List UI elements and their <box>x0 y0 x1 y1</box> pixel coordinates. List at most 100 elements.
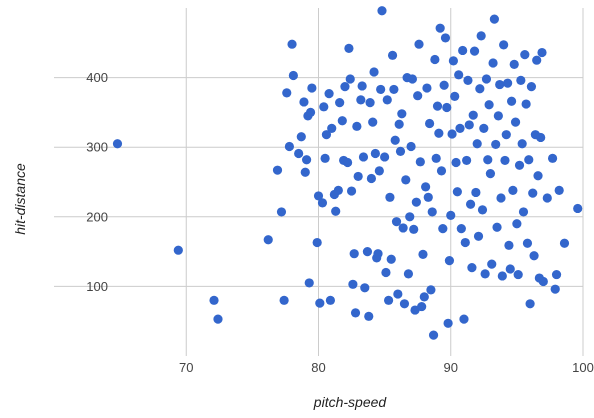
data-point <box>526 82 537 92</box>
data-point <box>525 299 535 309</box>
data-point <box>373 249 383 259</box>
data-point <box>287 39 297 49</box>
data-point <box>505 264 515 274</box>
data-point <box>480 269 490 279</box>
data-point <box>414 39 424 49</box>
data-point <box>501 130 511 140</box>
data-point <box>489 14 499 24</box>
data-point <box>296 132 306 142</box>
data-point <box>173 245 183 255</box>
data-point <box>340 82 350 92</box>
data-point <box>381 267 391 278</box>
x-tick-label: 70 <box>179 360 193 375</box>
data-point <box>383 295 394 305</box>
data-point <box>386 254 396 264</box>
data-point <box>476 31 486 41</box>
data-point <box>288 70 298 81</box>
data-point <box>513 269 523 280</box>
data-point <box>276 207 287 217</box>
data-point <box>370 148 380 159</box>
data-point <box>455 123 465 134</box>
data-point <box>423 192 433 202</box>
data-point <box>406 141 416 152</box>
data-point <box>532 55 542 65</box>
data-point <box>349 249 359 259</box>
data-point <box>421 182 431 192</box>
data-point <box>411 197 421 207</box>
data-point <box>496 193 506 203</box>
data-point <box>320 153 330 163</box>
data-point <box>469 46 480 56</box>
data-point <box>426 285 436 295</box>
data-point <box>512 219 522 229</box>
data-point <box>487 259 497 269</box>
data-point <box>376 84 386 95</box>
data-point <box>481 74 492 84</box>
data-point <box>313 191 324 201</box>
data-point <box>458 45 468 56</box>
data-point <box>435 23 445 33</box>
data-point <box>299 97 309 107</box>
data-point <box>431 153 441 163</box>
data-point <box>465 199 476 209</box>
data-point <box>364 311 374 321</box>
data-point <box>520 50 530 60</box>
data-point <box>319 102 329 112</box>
data-point <box>463 75 473 85</box>
data-point <box>499 40 509 50</box>
data-point <box>401 175 411 185</box>
data-point <box>468 110 478 120</box>
data-point <box>479 123 489 134</box>
data-point <box>522 238 533 248</box>
data-point <box>418 249 428 259</box>
data-point <box>366 173 376 184</box>
data-point <box>427 207 437 217</box>
data-point <box>467 263 477 273</box>
data-point <box>439 80 449 90</box>
data-point <box>312 237 322 248</box>
data-point <box>471 187 481 198</box>
data-point <box>448 56 458 66</box>
data-point <box>436 166 447 176</box>
data-point <box>398 223 408 233</box>
data-point <box>399 299 410 309</box>
data-point <box>263 235 273 245</box>
data-point <box>327 123 337 134</box>
data-point <box>301 155 312 165</box>
data-point <box>559 238 570 248</box>
y-axis-title: hit-distance <box>12 163 28 235</box>
data-point <box>380 152 390 162</box>
data-point <box>300 167 310 177</box>
data-point <box>440 33 451 43</box>
y-tick-label: 200 <box>86 209 108 224</box>
data-point <box>503 78 513 88</box>
data-point <box>209 295 219 305</box>
data-point <box>442 102 452 113</box>
data-point <box>345 74 355 84</box>
data-point <box>382 95 392 105</box>
data-point <box>538 276 548 287</box>
data-point <box>451 157 461 168</box>
data-point <box>492 222 502 232</box>
data-point <box>509 59 519 69</box>
data-point <box>368 117 378 127</box>
data-point <box>524 155 534 165</box>
data-point <box>533 171 543 181</box>
data-point <box>483 155 493 165</box>
data-point <box>377 6 387 16</box>
data-point <box>331 206 341 216</box>
data-point <box>335 98 345 108</box>
data-point <box>374 166 384 176</box>
data-point <box>356 95 366 105</box>
data-point <box>348 279 358 289</box>
data-point <box>403 269 414 279</box>
x-tick-label: 80 <box>311 360 325 375</box>
data-point <box>430 54 440 65</box>
data-point <box>419 292 429 302</box>
data-point <box>542 193 552 203</box>
data-point <box>324 89 334 99</box>
data-point <box>321 130 332 140</box>
data-point <box>284 141 295 152</box>
y-tick-label: 300 <box>86 140 108 155</box>
